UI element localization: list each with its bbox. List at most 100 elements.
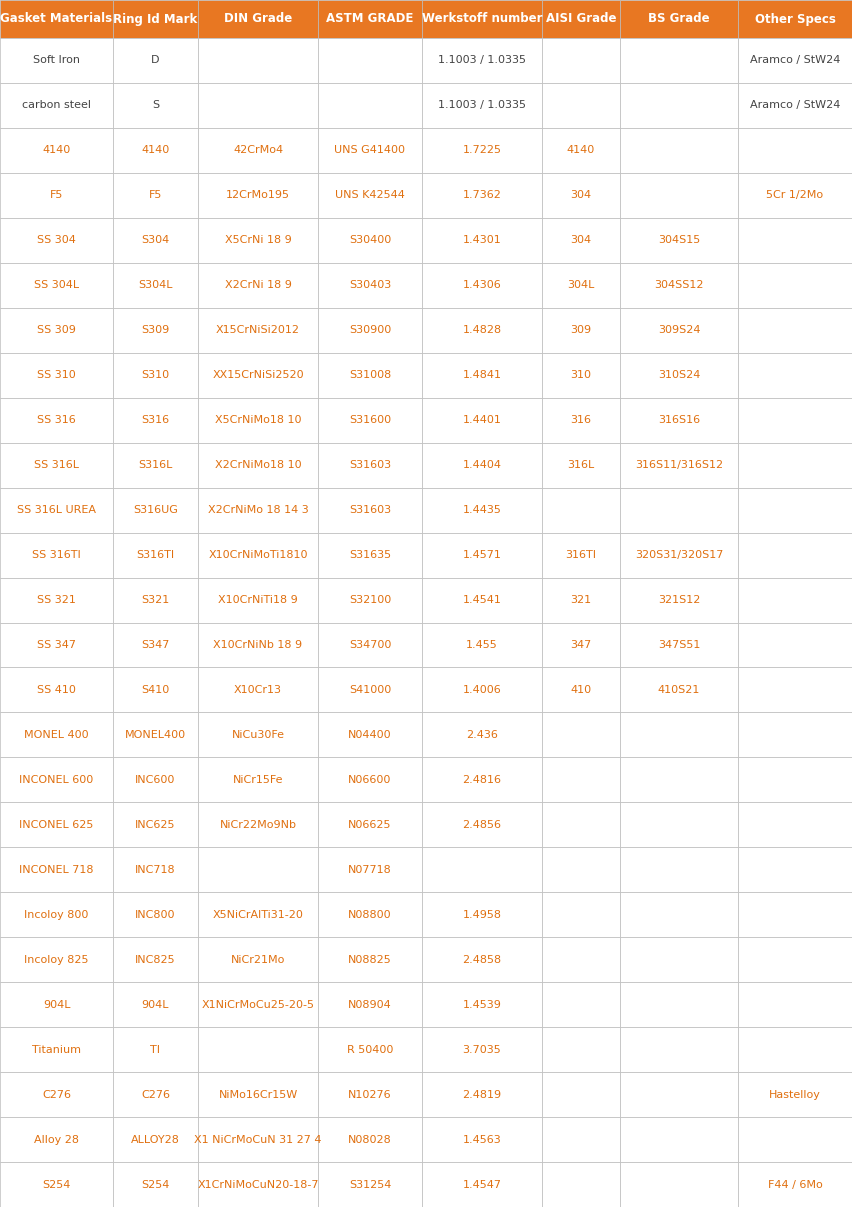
Bar bbox=[113, 847, 198, 892]
Bar bbox=[422, 263, 542, 308]
Text: S310: S310 bbox=[141, 371, 170, 380]
Text: Other Specs: Other Specs bbox=[755, 12, 836, 25]
Bar bbox=[113, 757, 198, 803]
Bar bbox=[620, 488, 738, 532]
Bar bbox=[738, 982, 852, 1027]
Bar bbox=[422, 1116, 542, 1162]
Bar bbox=[620, 1072, 738, 1116]
Text: N08825: N08825 bbox=[348, 955, 392, 964]
Text: 904L: 904L bbox=[43, 999, 70, 1010]
Bar bbox=[318, 577, 422, 623]
Bar bbox=[318, 532, 422, 577]
Text: N04400: N04400 bbox=[348, 730, 392, 740]
Text: 304S15: 304S15 bbox=[658, 235, 700, 245]
Bar bbox=[738, 892, 852, 937]
Bar bbox=[542, 83, 620, 128]
Bar bbox=[542, 217, 620, 263]
Bar bbox=[198, 1162, 318, 1207]
Bar bbox=[620, 1116, 738, 1162]
Text: 4140: 4140 bbox=[567, 145, 596, 156]
Text: NiCr15Fe: NiCr15Fe bbox=[233, 775, 283, 785]
Text: SS 316L: SS 316L bbox=[34, 460, 79, 471]
Bar bbox=[318, 352, 422, 397]
Bar bbox=[0, 757, 113, 803]
Text: 2.4819: 2.4819 bbox=[463, 1090, 502, 1100]
Bar bbox=[113, 937, 198, 982]
Bar bbox=[422, 0, 542, 37]
Bar bbox=[198, 173, 318, 217]
Bar bbox=[113, 1116, 198, 1162]
Text: S41000: S41000 bbox=[348, 684, 391, 695]
Text: NiMo16Cr15W: NiMo16Cr15W bbox=[218, 1090, 297, 1100]
Bar bbox=[113, 37, 198, 83]
Bar bbox=[198, 128, 318, 173]
Text: 1.4301: 1.4301 bbox=[463, 235, 501, 245]
Text: 42CrMo4: 42CrMo4 bbox=[233, 145, 283, 156]
Text: X5CrNiMo18 10: X5CrNiMo18 10 bbox=[215, 415, 302, 425]
Bar bbox=[422, 1027, 542, 1072]
Text: 1.7225: 1.7225 bbox=[463, 145, 502, 156]
Text: DIN Grade: DIN Grade bbox=[224, 12, 292, 25]
Text: 1.4563: 1.4563 bbox=[463, 1135, 501, 1144]
Text: F5: F5 bbox=[149, 191, 162, 200]
Text: 304L: 304L bbox=[567, 280, 595, 291]
Text: 1.455: 1.455 bbox=[466, 640, 498, 651]
Bar bbox=[738, 712, 852, 757]
Bar bbox=[542, 443, 620, 488]
Bar bbox=[318, 397, 422, 443]
Text: 2.4816: 2.4816 bbox=[463, 775, 502, 785]
Text: X2CrNi 18 9: X2CrNi 18 9 bbox=[225, 280, 291, 291]
Text: Soft Iron: Soft Iron bbox=[33, 56, 80, 65]
Bar bbox=[738, 263, 852, 308]
Text: 321: 321 bbox=[571, 595, 591, 605]
Bar bbox=[542, 982, 620, 1027]
Text: INC625: INC625 bbox=[135, 820, 176, 830]
Bar bbox=[542, 263, 620, 308]
Bar bbox=[318, 1116, 422, 1162]
Bar bbox=[198, 803, 318, 847]
Bar bbox=[0, 532, 113, 577]
Text: S32100: S32100 bbox=[348, 595, 391, 605]
Bar bbox=[738, 847, 852, 892]
Bar bbox=[620, 577, 738, 623]
Text: BS Grade: BS Grade bbox=[648, 12, 710, 25]
Bar bbox=[542, 577, 620, 623]
Text: X15CrNiSi2012: X15CrNiSi2012 bbox=[216, 325, 300, 336]
Bar bbox=[422, 1072, 542, 1116]
Bar bbox=[113, 488, 198, 532]
Bar bbox=[113, 892, 198, 937]
Text: 304SS12: 304SS12 bbox=[654, 280, 704, 291]
Bar bbox=[542, 892, 620, 937]
Text: F5: F5 bbox=[49, 191, 63, 200]
Text: N06625: N06625 bbox=[348, 820, 392, 830]
Text: ALLOY28: ALLOY28 bbox=[131, 1135, 180, 1144]
Bar bbox=[620, 937, 738, 982]
Bar bbox=[113, 128, 198, 173]
Bar bbox=[422, 128, 542, 173]
Text: 1.4541: 1.4541 bbox=[463, 595, 502, 605]
Text: 316: 316 bbox=[571, 415, 591, 425]
Text: 410S21: 410S21 bbox=[658, 684, 700, 695]
Bar bbox=[0, 397, 113, 443]
Bar bbox=[542, 397, 620, 443]
Bar bbox=[542, 128, 620, 173]
Text: SS 316L UREA: SS 316L UREA bbox=[17, 505, 96, 515]
Bar bbox=[422, 37, 542, 83]
Bar bbox=[422, 532, 542, 577]
Text: N08028: N08028 bbox=[348, 1135, 392, 1144]
Text: S31603: S31603 bbox=[349, 460, 391, 471]
Text: S34700: S34700 bbox=[348, 640, 391, 651]
Text: 1.4547: 1.4547 bbox=[463, 1179, 502, 1190]
Text: 309S24: 309S24 bbox=[658, 325, 700, 336]
Bar bbox=[542, 488, 620, 532]
Bar bbox=[0, 982, 113, 1027]
Text: X10CrNiNb 18 9: X10CrNiNb 18 9 bbox=[214, 640, 302, 651]
Text: S316TI: S316TI bbox=[136, 550, 175, 560]
Bar bbox=[620, 263, 738, 308]
Text: C276: C276 bbox=[141, 1090, 170, 1100]
Bar bbox=[422, 757, 542, 803]
Text: INC825: INC825 bbox=[135, 955, 176, 964]
Bar bbox=[0, 308, 113, 352]
Text: 316S16: 316S16 bbox=[658, 415, 700, 425]
Bar bbox=[738, 173, 852, 217]
